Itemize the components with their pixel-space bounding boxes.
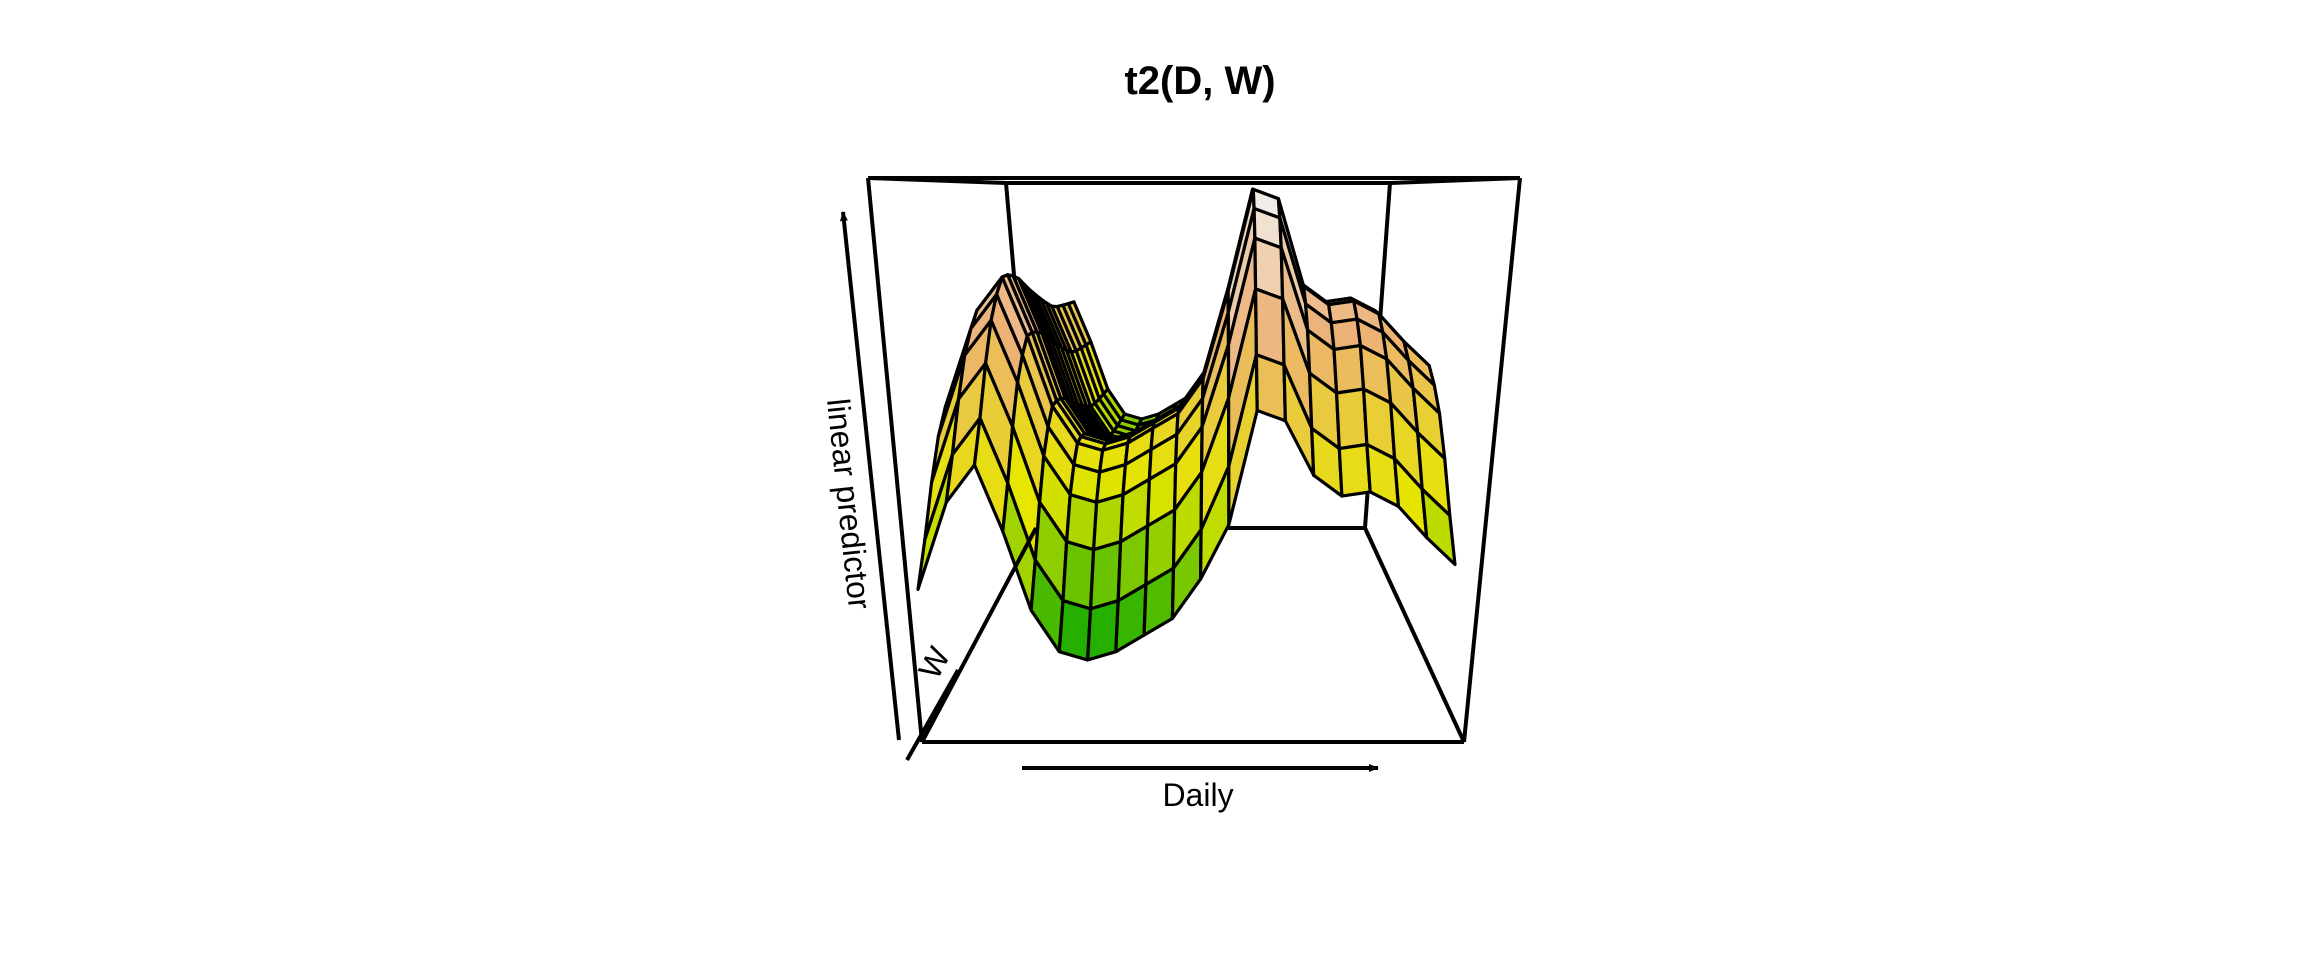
surface-facet (1088, 540, 1123, 611)
surface-facet (1334, 387, 1369, 451)
surface-mesh (916, 187, 1457, 662)
axis-arrows (839, 211, 1379, 772)
surface-facet (1420, 487, 1457, 567)
box-front-edges (866, 176, 1522, 744)
z-axis-arrow (839, 211, 901, 741)
surface-facet (1253, 287, 1286, 367)
w-axis-label: W (911, 640, 957, 684)
surface-facet (1061, 540, 1096, 611)
surface-facet (1337, 442, 1372, 498)
surface-facet (1057, 599, 1093, 662)
w-axis-arrow (905, 669, 960, 761)
z-axis-label: linear predictor (820, 397, 878, 612)
surface-facet (1085, 599, 1120, 662)
surface-facet (1254, 353, 1288, 423)
chart-title: t2(D, W) (1124, 59, 1275, 103)
x-axis-label: Daily (1162, 777, 1233, 813)
surface-facet (1332, 344, 1366, 395)
